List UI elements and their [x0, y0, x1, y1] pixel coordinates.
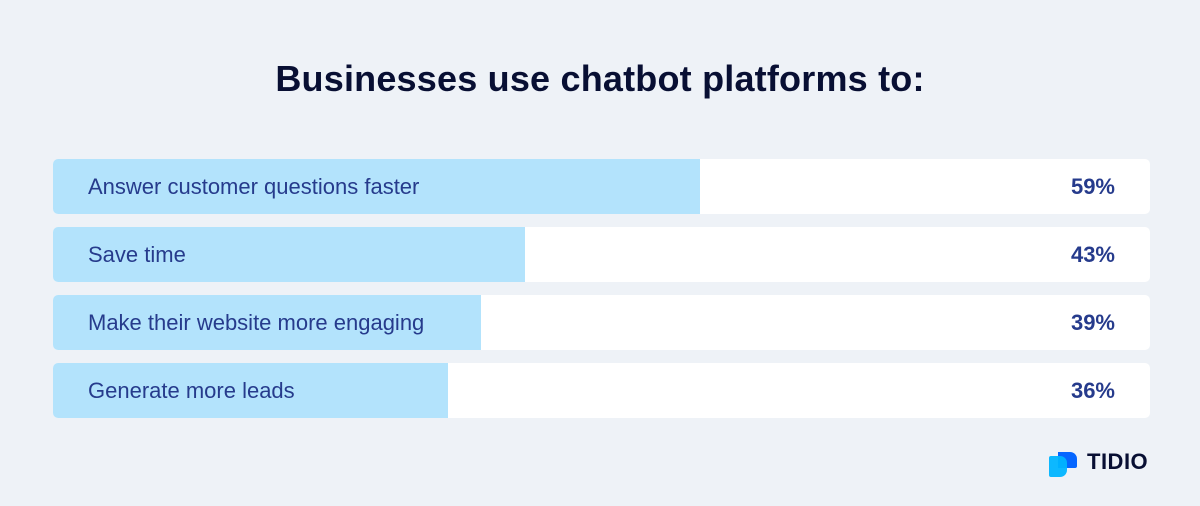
- bar-value-label: 43%: [1070, 242, 1115, 267]
- bar-label: Make their website more engaging: [88, 310, 425, 335]
- bar: [53, 363, 448, 418]
- bar-chart: Answer customer questions faster 59% Save …: [53, 159, 1150, 431]
- brand-name: TIDIO: [1087, 449, 1149, 474]
- bar-label: Save time: [88, 242, 186, 267]
- tidio-logo: TIDIO: [1047, 446, 1148, 478]
- bar-value-label: 36%: [1070, 378, 1115, 403]
- bar-label: Generate more leads: [88, 378, 295, 403]
- bar-value-label: 39%: [1070, 310, 1115, 335]
- bar: [53, 227, 525, 282]
- bar-row: Generate more leads 36%: [53, 363, 1150, 418]
- chart-title: Businesses use chatbot platforms to:: [275, 58, 925, 99]
- bar-value-label: 59%: [1070, 174, 1115, 199]
- bar-row: Make their website more engaging 39%: [53, 295, 1150, 350]
- tidio-logo-icon: [1049, 452, 1077, 477]
- bar-row: Save time 43%: [53, 227, 1150, 282]
- bar: [53, 295, 481, 350]
- bar: [53, 159, 701, 214]
- bar-label: Answer customer questions faster: [88, 174, 420, 199]
- bar-row: Answer customer questions faster 59%: [53, 159, 1150, 214]
